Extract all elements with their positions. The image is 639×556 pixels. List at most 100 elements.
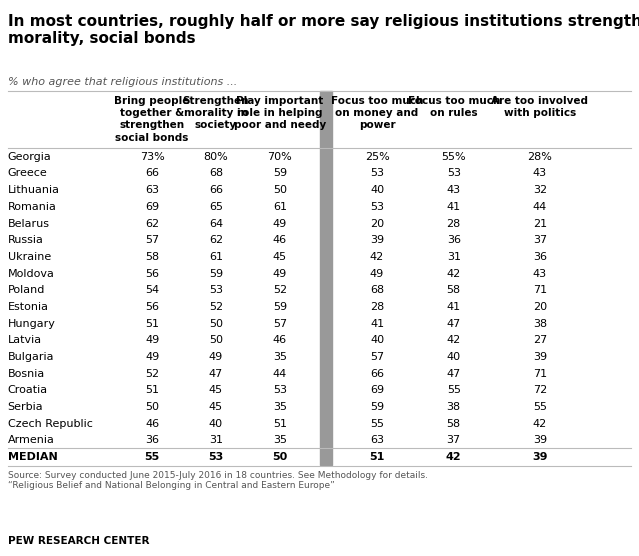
Text: 36: 36 (447, 235, 461, 245)
Text: Armenia: Armenia (8, 435, 54, 445)
Text: 73%: 73% (140, 152, 164, 162)
Text: 65: 65 (209, 202, 223, 212)
Text: 39: 39 (533, 352, 547, 362)
Text: 31: 31 (209, 435, 223, 445)
Text: 43: 43 (447, 185, 461, 195)
Text: 71: 71 (533, 369, 547, 379)
Text: 69: 69 (145, 202, 159, 212)
Text: Source: Survey conducted June 2015-July 2016 in 18 countries. See Methodology fo: Source: Survey conducted June 2015-July … (8, 470, 427, 490)
Text: 36: 36 (145, 435, 159, 445)
Text: Latvia: Latvia (8, 335, 42, 345)
Text: 39: 39 (532, 452, 548, 462)
Text: 59: 59 (370, 402, 384, 412)
Text: 49: 49 (145, 352, 159, 362)
Text: 53: 53 (370, 168, 384, 178)
Text: 43: 43 (533, 168, 547, 178)
Text: 20: 20 (533, 302, 547, 312)
Text: 49: 49 (209, 352, 223, 362)
Text: 51: 51 (145, 385, 159, 395)
Text: 20: 20 (370, 219, 384, 229)
Text: 36: 36 (533, 252, 547, 262)
Text: 56: 56 (145, 269, 159, 279)
Text: 37: 37 (533, 235, 547, 245)
Text: 35: 35 (273, 352, 287, 362)
Text: 38: 38 (447, 402, 461, 412)
Text: 49: 49 (145, 335, 159, 345)
Text: 59: 59 (209, 269, 223, 279)
Text: 40: 40 (447, 352, 461, 362)
Text: 37: 37 (447, 435, 461, 445)
Text: 49: 49 (273, 269, 287, 279)
Text: 58: 58 (447, 285, 461, 295)
Text: 39: 39 (370, 235, 384, 245)
Text: 50: 50 (272, 452, 288, 462)
Text: 70%: 70% (268, 152, 292, 162)
Text: 25%: 25% (365, 152, 389, 162)
Text: 35: 35 (273, 435, 287, 445)
Text: 63: 63 (145, 185, 159, 195)
Text: Play important
role in helping
poor and needy: Play important role in helping poor and … (234, 96, 326, 131)
Text: Ukraine: Ukraine (8, 252, 51, 262)
Text: 38: 38 (533, 319, 547, 329)
Text: PEW RESEARCH CENTER: PEW RESEARCH CENTER (8, 536, 149, 546)
Text: 68: 68 (370, 285, 384, 295)
Text: 51: 51 (369, 452, 385, 462)
Text: Hungary: Hungary (8, 319, 56, 329)
Text: 28: 28 (370, 302, 384, 312)
Text: 42: 42 (370, 252, 384, 262)
Text: 46: 46 (273, 335, 287, 345)
Text: In most countries, roughly half or more say religious institutions strengthen
mo: In most countries, roughly half or more … (8, 14, 639, 46)
Text: 45: 45 (209, 385, 223, 395)
Text: 47: 47 (447, 319, 461, 329)
Text: 50: 50 (273, 185, 287, 195)
Text: Moldova: Moldova (8, 269, 54, 279)
Text: 53: 53 (273, 385, 287, 395)
Text: 28%: 28% (528, 152, 552, 162)
Text: 50: 50 (209, 319, 223, 329)
Text: 40: 40 (209, 419, 223, 429)
Text: 53: 53 (447, 168, 461, 178)
Text: Poland: Poland (8, 285, 45, 295)
Text: 39: 39 (533, 435, 547, 445)
Text: 49: 49 (273, 219, 287, 229)
Text: 66: 66 (370, 369, 384, 379)
Text: 42: 42 (446, 452, 461, 462)
Text: 58: 58 (145, 252, 159, 262)
Text: 50: 50 (209, 335, 223, 345)
Text: 41: 41 (370, 319, 384, 329)
Text: 53: 53 (209, 285, 223, 295)
Text: 59: 59 (273, 168, 287, 178)
Text: Serbia: Serbia (8, 402, 43, 412)
Text: 41: 41 (447, 302, 461, 312)
Text: 45: 45 (273, 252, 287, 262)
Text: 62: 62 (145, 219, 159, 229)
Text: Bring people
together &
strengthen
social bonds: Bring people together & strengthen socia… (114, 96, 190, 143)
Text: 55: 55 (447, 385, 461, 395)
Text: 80%: 80% (204, 152, 228, 162)
Text: Romania: Romania (8, 202, 56, 212)
Text: Are too involved
with politics: Are too involved with politics (491, 96, 589, 118)
Text: 64: 64 (209, 219, 223, 229)
Text: 45: 45 (209, 402, 223, 412)
Text: 55: 55 (533, 402, 547, 412)
Text: 53: 53 (208, 452, 224, 462)
Text: Georgia: Georgia (8, 152, 51, 162)
Text: 72: 72 (533, 385, 547, 395)
Text: 42: 42 (447, 335, 461, 345)
Text: 58: 58 (447, 419, 461, 429)
Text: 57: 57 (370, 352, 384, 362)
Text: 43: 43 (533, 269, 547, 279)
Text: 55%: 55% (442, 152, 466, 162)
Text: 66: 66 (209, 185, 223, 195)
Text: 55: 55 (144, 452, 160, 462)
Text: Estonia: Estonia (8, 302, 49, 312)
Text: Strengthen
morality in
society: Strengthen morality in society (183, 96, 249, 131)
Text: 32: 32 (533, 185, 547, 195)
Text: 50: 50 (145, 402, 159, 412)
Text: Croatia: Croatia (8, 385, 48, 395)
Text: 40: 40 (370, 335, 384, 345)
Text: 44: 44 (273, 369, 287, 379)
Text: 27: 27 (533, 335, 547, 345)
Text: 53: 53 (370, 202, 384, 212)
Text: Focus too much
on rules: Focus too much on rules (408, 96, 500, 118)
